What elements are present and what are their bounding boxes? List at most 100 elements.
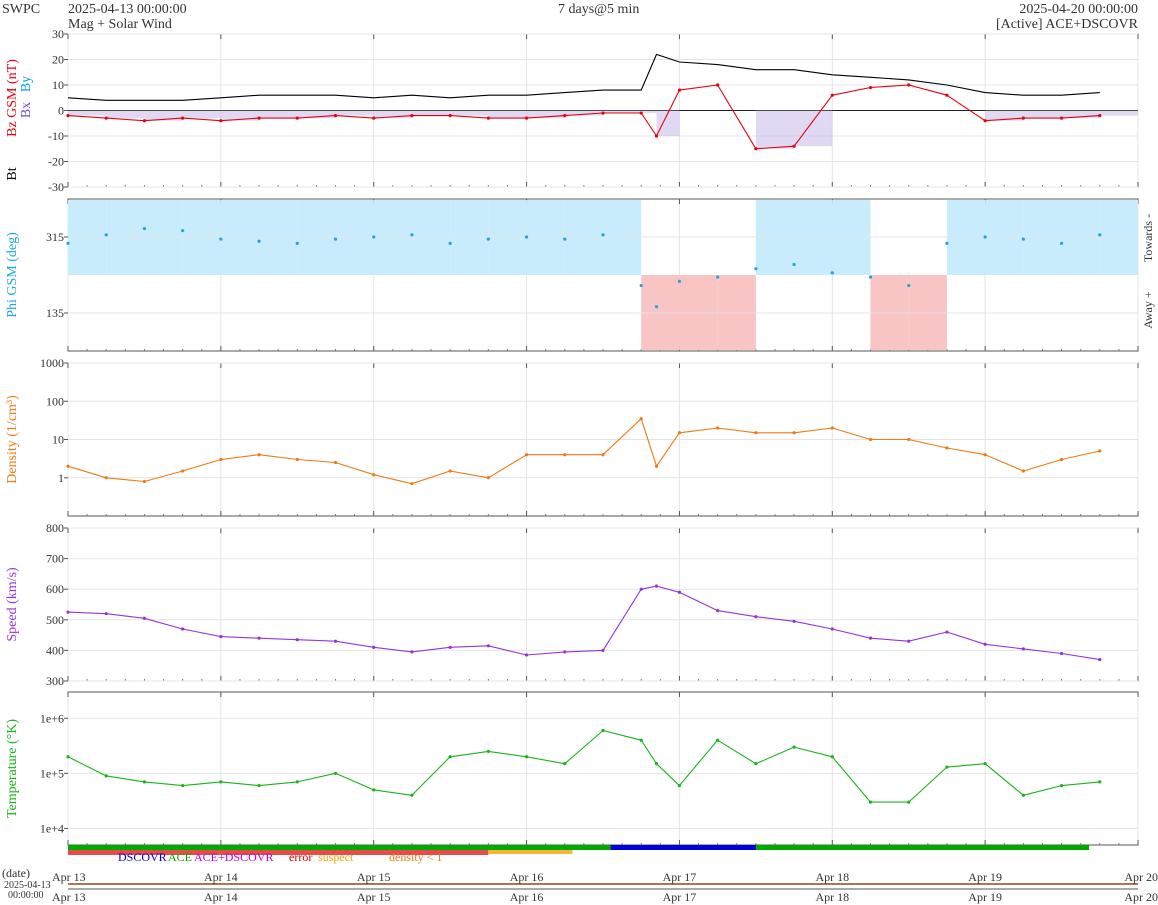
speed-point [830, 627, 834, 631]
speed-point [601, 648, 605, 653]
phi-point [486, 237, 490, 241]
phi-y-tick-label: 315 [46, 230, 64, 244]
temperature-point [104, 774, 108, 778]
legend-ace-dscovr: ACE+DSCOVR [194, 850, 273, 864]
phi-point [104, 233, 108, 237]
temperature-point [295, 780, 299, 784]
speed-point [219, 635, 223, 639]
bz-negative-fill [144, 110, 183, 121]
speed-point [448, 645, 452, 649]
bz-point [410, 114, 414, 118]
phi-point [677, 279, 682, 283]
quality-strip-error [68, 850, 489, 855]
phi-point [181, 229, 185, 233]
speed-point [295, 638, 299, 642]
speed-y-tick-label: 700 [46, 552, 64, 566]
speed-point [524, 653, 529, 657]
phi-axis-label: Phi GSM (deg) [5, 232, 20, 318]
density-point [486, 476, 490, 480]
bz-point [1021, 116, 1025, 120]
bz-negative-fill [794, 110, 833, 147]
phi-point [257, 239, 261, 243]
phi-point [1059, 241, 1064, 245]
temperature-point [486, 749, 490, 754]
bz-negative-fill [1023, 110, 1062, 119]
temperature-point [410, 793, 414, 797]
phi-point [639, 283, 643, 288]
phi-point [563, 237, 567, 241]
speed-point [66, 610, 70, 614]
bz-point [142, 119, 147, 123]
bz-point [257, 116, 261, 120]
bz-point [792, 144, 796, 148]
bz-negative-fill [1061, 110, 1100, 119]
bz-point [104, 116, 108, 120]
temperature-point [524, 755, 529, 759]
bz-point [486, 116, 490, 120]
bz-negative-fill [297, 110, 336, 119]
bt-series [67, 53, 1100, 101]
speed-point [716, 609, 720, 613]
bz-point [524, 116, 529, 120]
bz-point [1098, 114, 1102, 118]
bz-point [983, 119, 987, 123]
temperature-y-tick-label: 1e+4 [40, 821, 64, 835]
density-y-tick-label: 1000 [40, 356, 64, 370]
date-axis-time: 00:00:00 [8, 890, 44, 901]
bz-negative-fill [985, 110, 1024, 121]
mag-y-tick-label: -20 [48, 155, 64, 169]
density-point [983, 453, 987, 457]
temperature-point [142, 780, 147, 784]
speed-point [792, 619, 796, 623]
mag-y-tick-label: -30 [48, 180, 64, 194]
phi-point [524, 235, 529, 239]
bz-negative-fill [411, 110, 451, 116]
bz-negative-fill [259, 110, 298, 119]
bz-negative-fill [603, 110, 642, 114]
density-point [677, 431, 682, 435]
speed-point [257, 636, 261, 640]
density-point [945, 446, 949, 450]
temperature-point [66, 755, 70, 759]
phi-point [601, 233, 605, 237]
bz-negative-fill [373, 110, 412, 119]
by-axis-label: By [19, 76, 34, 92]
density-point [524, 453, 529, 457]
phi-point [219, 237, 223, 241]
bz-point [716, 83, 720, 87]
temperature-point [333, 771, 338, 775]
phi-point [1098, 233, 1102, 237]
phi-point [716, 275, 720, 279]
density-axis-label: Density (1/cm³) [5, 395, 20, 484]
bt-axis-label: Bt [5, 167, 20, 180]
speed-point [983, 642, 987, 646]
phi-point [907, 283, 911, 288]
density-point [830, 426, 834, 430]
time-tick-label-top: Apr 19 [968, 870, 1002, 884]
temperature-point [1098, 780, 1102, 784]
phi-point [142, 226, 147, 231]
legend-error: error [289, 850, 312, 864]
density-point [1059, 457, 1064, 462]
time-tick-label-top: Apr 14 [204, 870, 238, 884]
density-point [219, 457, 223, 462]
source-strip-dscovr [610, 845, 756, 850]
time-tick-label-bottom: Apr 19 [968, 890, 1002, 904]
time-tick-label-bottom: Apr 14 [204, 890, 238, 904]
time-tick-label-bottom: Apr 13 [52, 890, 86, 904]
density-point [448, 469, 452, 473]
bz-negative-fill [526, 110, 565, 119]
bz-point [601, 111, 605, 115]
bz-point [448, 114, 452, 118]
speed-point [181, 627, 185, 631]
speed-point [868, 636, 873, 640]
date-axis-date: 2025-04-13 [4, 880, 51, 891]
phi-point [410, 233, 414, 237]
time-tick-label-bottom: Apr 15 [357, 890, 391, 904]
mag-y-tick-label: 10 [52, 78, 64, 92]
start-time: 2025-04-13 00:00:00 [68, 2, 187, 17]
bz-negative-fill [182, 110, 221, 119]
temperature-point [257, 783, 261, 788]
brand-label: SWPC [2, 2, 41, 17]
